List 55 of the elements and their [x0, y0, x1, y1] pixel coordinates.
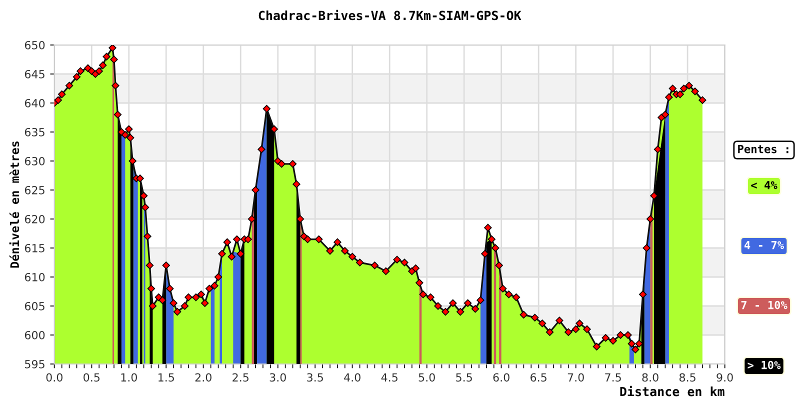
point — [292, 180, 300, 188]
chart-title: Chadrac-Brives-VA 8.7Km-SIAM-GPS-OK — [258, 10, 522, 20]
point — [114, 110, 122, 118]
y-tick-label: 595 — [25, 360, 44, 368]
text: 7 - 10% — [741, 300, 788, 310]
x-tick-label: 7.5 — [605, 373, 621, 382]
point — [158, 296, 166, 304]
x-tick-label: 6.0 — [493, 373, 510, 382]
x-tick-label: 0.5 — [84, 373, 100, 382]
x-tick-label: 4.5 — [381, 373, 398, 382]
y-tick-label: 640 — [24, 98, 45, 108]
y-axis-title: Dénivelé en mètres — [9, 141, 20, 268]
y-tick-label: 615 — [24, 244, 44, 252]
x-tick-label: 2.0 — [195, 373, 212, 382]
y-tick-label: 645 — [24, 70, 44, 78]
point — [236, 250, 244, 258]
text: 4 - 7% — [744, 240, 784, 250]
point — [162, 262, 170, 270]
x-tick-label: 9.0 — [716, 373, 733, 382]
point — [650, 192, 658, 200]
x-tick-label: 5.5 — [456, 373, 472, 382]
point — [488, 235, 496, 244]
x-axis-title: Distance en km — [620, 386, 724, 396]
point — [146, 262, 154, 270]
y-tick-label: 630 — [24, 156, 45, 166]
point — [126, 134, 134, 142]
x-tick-label: 0.0 — [46, 373, 62, 382]
x-tick-label: 1.5 — [158, 373, 174, 382]
x-tick-label: 7.0 — [568, 373, 584, 382]
y-tick-label: 620 — [24, 214, 45, 224]
x-tick-label: 8.0 — [642, 373, 658, 382]
y-tick-label: 635 — [24, 128, 44, 136]
x-tick-label: 8.5 — [679, 373, 696, 382]
point — [270, 125, 278, 133]
x-tick-label: 3.5 — [307, 373, 323, 382]
text: > 10% — [748, 360, 781, 370]
text: < 4% — [751, 180, 778, 190]
x-tick-label: 1.0 — [121, 373, 137, 382]
point — [661, 110, 670, 118]
x-tick-label: 2.5 — [232, 373, 248, 382]
point — [118, 128, 126, 136]
x-tick-label: 6.5 — [530, 373, 546, 382]
y-tick-label: 605 — [24, 302, 44, 310]
x-tick-label: 4.0 — [344, 373, 360, 382]
y-tick-label: 610 — [24, 272, 45, 282]
x-tick-label: 3.0 — [270, 373, 286, 382]
point — [148, 302, 157, 310]
point — [262, 104, 271, 113]
point — [136, 174, 144, 182]
y-tick-label: 625 — [24, 186, 44, 194]
legend-title: Pentes : — [738, 144, 788, 154]
y-tick-label: 650 — [24, 40, 45, 50]
y-tick-label: 600 — [24, 330, 45, 340]
point — [296, 215, 304, 223]
x-tick-label: 5.0 — [418, 373, 435, 382]
